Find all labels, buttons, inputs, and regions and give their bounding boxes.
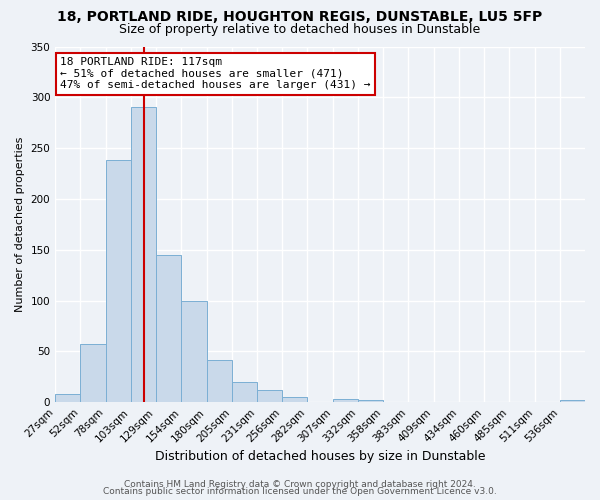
Text: 18, PORTLAND RIDE, HOUGHTON REGIS, DUNSTABLE, LU5 5FP: 18, PORTLAND RIDE, HOUGHTON REGIS, DUNST… — [58, 10, 542, 24]
Bar — [106, 160, 131, 402]
Bar — [332, 399, 358, 402]
Bar — [80, 344, 106, 402]
Bar — [560, 400, 585, 402]
Bar — [232, 382, 257, 402]
Bar — [282, 397, 307, 402]
Bar — [257, 390, 282, 402]
Bar — [55, 394, 80, 402]
Text: Size of property relative to detached houses in Dunstable: Size of property relative to detached ho… — [119, 22, 481, 36]
Text: 18 PORTLAND RIDE: 117sqm
← 51% of detached houses are smaller (471)
47% of semi-: 18 PORTLAND RIDE: 117sqm ← 51% of detach… — [61, 57, 371, 90]
Bar — [358, 400, 383, 402]
Bar — [181, 300, 206, 402]
Bar — [156, 255, 181, 402]
X-axis label: Distribution of detached houses by size in Dunstable: Distribution of detached houses by size … — [155, 450, 485, 462]
Bar — [131, 108, 156, 402]
Bar — [206, 360, 232, 402]
Text: Contains HM Land Registry data © Crown copyright and database right 2024.: Contains HM Land Registry data © Crown c… — [124, 480, 476, 489]
Y-axis label: Number of detached properties: Number of detached properties — [15, 136, 25, 312]
Text: Contains public sector information licensed under the Open Government Licence v3: Contains public sector information licen… — [103, 487, 497, 496]
